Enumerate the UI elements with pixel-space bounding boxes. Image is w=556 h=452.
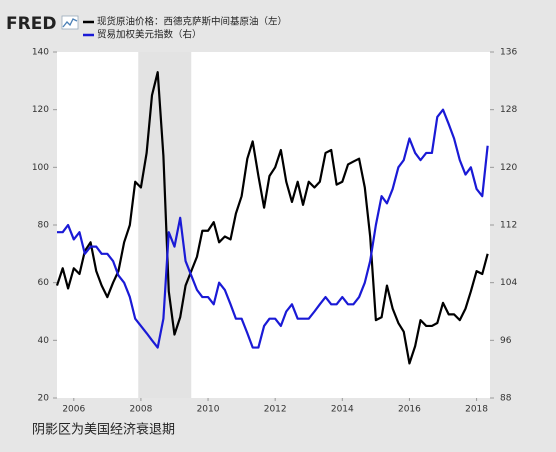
caption: 阴影区为美国经济衰退期	[32, 422, 175, 438]
y-tick-label: 100	[32, 163, 49, 173]
y-tick-label: 120	[32, 105, 49, 115]
series-line	[57, 108, 489, 349]
x-tick-label: 2008	[129, 405, 152, 415]
logo-icon	[61, 15, 79, 30]
series-line	[55, 71, 489, 365]
plot-area	[57, 52, 490, 398]
y-tick-label: 40	[38, 336, 50, 346]
y2-tick-label: 88	[500, 394, 512, 404]
y2-tick-label: 112	[500, 221, 517, 231]
x-tick-label: 2010	[197, 405, 220, 415]
x-tick-label: 2016	[398, 405, 421, 415]
recession-band	[138, 52, 192, 398]
x-tick-label: 2012	[264, 405, 287, 415]
y-tick-label: 140	[32, 48, 49, 58]
y2-tick-label: 128	[500, 105, 517, 115]
y-tick-label: 80	[38, 221, 50, 231]
x-tick-label: 2014	[331, 405, 354, 415]
y2-tick-label: 136	[500, 48, 517, 58]
y-tick-label: 60	[38, 278, 50, 288]
legend-label: 贸易加权美元指数（右）	[97, 29, 202, 41]
y2-tick-label: 120	[500, 163, 517, 173]
y2-tick-label: 96	[500, 336, 512, 346]
x-tick-label: 2018	[465, 405, 488, 415]
y-tick-label: 20	[38, 394, 50, 404]
logo: FRED	[6, 14, 56, 34]
y2-tick-label: 104	[500, 278, 517, 288]
x-tick-label: 2006	[62, 405, 85, 415]
legend-label: 现货原油价格：西德克萨斯中间基原油（左）	[97, 16, 287, 28]
